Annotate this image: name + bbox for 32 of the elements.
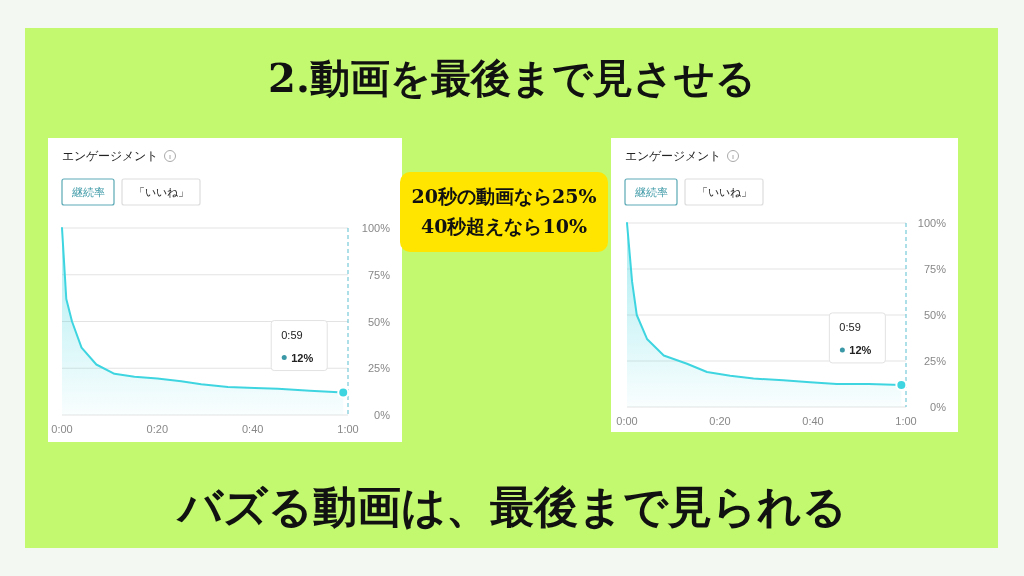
x-tick-label: 0:00: [51, 423, 73, 435]
chart-title: エンゲージメント: [625, 149, 721, 163]
text: 20秒の動画なら25%: [411, 185, 597, 207]
y-tick-label: 25%: [367, 362, 391, 375]
y-tick-label: 0%: [930, 401, 947, 413]
x-tick-label: 1:00: [895, 415, 917, 427]
text: バズる動画は、最後まで見られる: [175, 481, 847, 532]
chart-title: エンゲージメント: [62, 149, 158, 163]
x-tick-label: 0:00: [616, 415, 638, 427]
y-tick-label: 25%: [923, 355, 947, 367]
y-tick-label: 75%: [367, 268, 391, 281]
annotation: 0:59: [839, 320, 861, 333]
text: 2.動画を最後まで見させる: [268, 54, 756, 101]
text: 40秒超えなら10%: [421, 215, 587, 237]
y-tick-label: 100%: [361, 222, 391, 234]
annotation: 12%: [849, 343, 872, 356]
text: 「いいね」: [696, 186, 752, 198]
x-tick-label: 1:00: [337, 423, 359, 435]
x-tick-label: 0:20: [146, 423, 169, 435]
x-tick-label: 0:20: [709, 415, 731, 427]
y-tick-label: 100%: [917, 217, 947, 229]
y-tick-label: 75%: [923, 263, 947, 275]
text: 「いいね」: [133, 186, 189, 198]
y-tick-label: 50%: [923, 309, 947, 321]
text: 継続率: [70, 186, 105, 198]
text: 継続率: [633, 186, 668, 198]
annotation: 0:59: [281, 328, 303, 341]
x-tick-label: 0:40: [241, 423, 264, 435]
x-tick-label: 0:40: [802, 415, 824, 427]
annotation: 12%: [291, 351, 314, 364]
y-tick-label: 50%: [367, 315, 391, 328]
y-tick-label: 0%: [374, 409, 391, 421]
